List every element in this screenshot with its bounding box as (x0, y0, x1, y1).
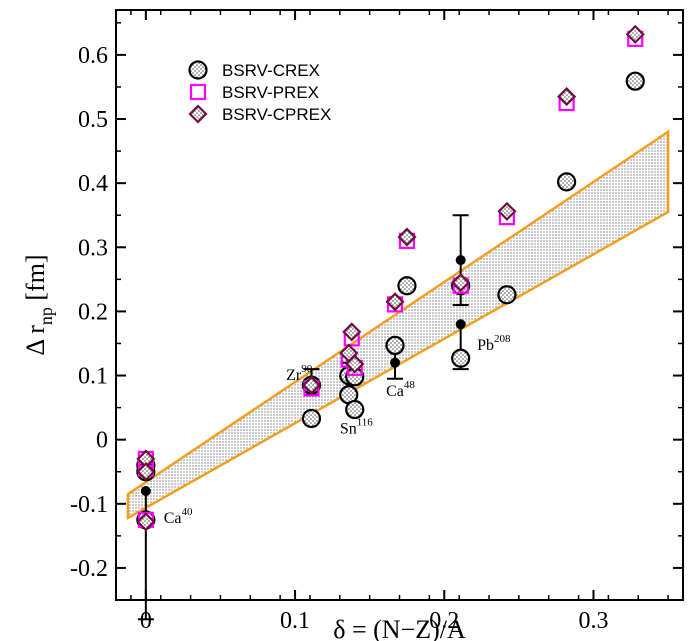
y-tick-label: 0.2 (78, 299, 108, 325)
data-point (397, 227, 417, 247)
data-point (136, 512, 156, 532)
nucleus-label: Sn116 (340, 416, 373, 437)
nucleus-mass-number: 90 (301, 363, 313, 375)
y-tick-label: 0.5 (78, 107, 108, 133)
data-point (397, 276, 417, 296)
data-point (451, 272, 471, 293)
nucleus-mass-number: 116 (357, 416, 374, 428)
data-point (557, 172, 577, 192)
nucleus-symbol: Pb (477, 337, 494, 354)
data-point (385, 335, 405, 356)
data-point (345, 399, 365, 420)
experimental-point (390, 357, 401, 368)
data-point (342, 322, 362, 342)
data-point (497, 285, 517, 305)
data-point (136, 462, 156, 482)
y-tick-label: -0.2 (70, 556, 108, 582)
nucleus-label: Ca40 (164, 506, 193, 527)
nucleus-symbol: Sn (340, 420, 357, 437)
data-point (345, 354, 365, 374)
experimental-point (140, 485, 151, 496)
y-tick-label: 0 (96, 428, 108, 454)
nucleus-label: Zr90 (286, 363, 313, 384)
legend-marker (189, 83, 207, 101)
series-2 (136, 24, 645, 532)
nucleus-label: Pb208 (477, 333, 511, 354)
nucleus-symbol: Ca (386, 383, 404, 400)
legend-label: BSRV-CREX (222, 61, 320, 80)
experimental-point (455, 319, 466, 330)
data-point (625, 24, 645, 44)
confidence-band (126, 129, 670, 521)
data-point (451, 348, 471, 368)
data-point (497, 201, 517, 221)
y-tick-label: 0.4 (78, 171, 108, 197)
legend-marker (188, 60, 208, 80)
data-point (301, 375, 322, 395)
x-tick-label: 0.1 (280, 608, 310, 634)
data-point (557, 87, 577, 107)
data-point (625, 71, 645, 91)
experimental-point (455, 255, 466, 266)
model-series (136, 24, 645, 532)
y-tick-label: 0.6 (78, 43, 108, 69)
nucleus-mass-number: 208 (494, 333, 511, 345)
legend-label: BSRV-PREX (222, 83, 319, 102)
x-axis-title: δ = (N−Z)/A (333, 615, 466, 641)
axes: 0 0.1 0.2 0.3 -0.2 -0.1 0 0.1 0.2 0.3 0.4 0.5 0.6 (70, 10, 683, 634)
data-point (301, 408, 322, 429)
y-tick-label: -0.1 (70, 492, 108, 518)
y-axis-title-sub: np (36, 307, 56, 325)
nucleus-symbol: Ca (164, 510, 182, 527)
band-area (126, 129, 670, 521)
y-tick-label: 0.3 (78, 235, 108, 261)
legend-label: BSRV-CPREX (222, 105, 331, 124)
x-tick-label: 0.2 (429, 608, 459, 634)
y-axis-title-main: Δ r (21, 325, 50, 356)
nucleus-mass-number: 48 (404, 379, 416, 391)
x-tick-label: 0 (140, 608, 152, 634)
legend: BSRV-CREX BSRV-PREX BSRV-CPREX (188, 60, 331, 124)
y-axis-title-unit: [fm] (21, 254, 50, 307)
nucleus-mass-number: 40 (182, 506, 194, 518)
data-point (385, 292, 405, 312)
legend-marker (188, 104, 208, 124)
y-tick-label: 0.1 (78, 364, 108, 390)
nucleus-label: Ca48 (386, 379, 415, 400)
x-tick-label: 0.3 (578, 608, 608, 634)
nucleus-symbol: Zr (286, 367, 302, 384)
y-axis-title: Δ rnp [fm] (21, 254, 56, 355)
